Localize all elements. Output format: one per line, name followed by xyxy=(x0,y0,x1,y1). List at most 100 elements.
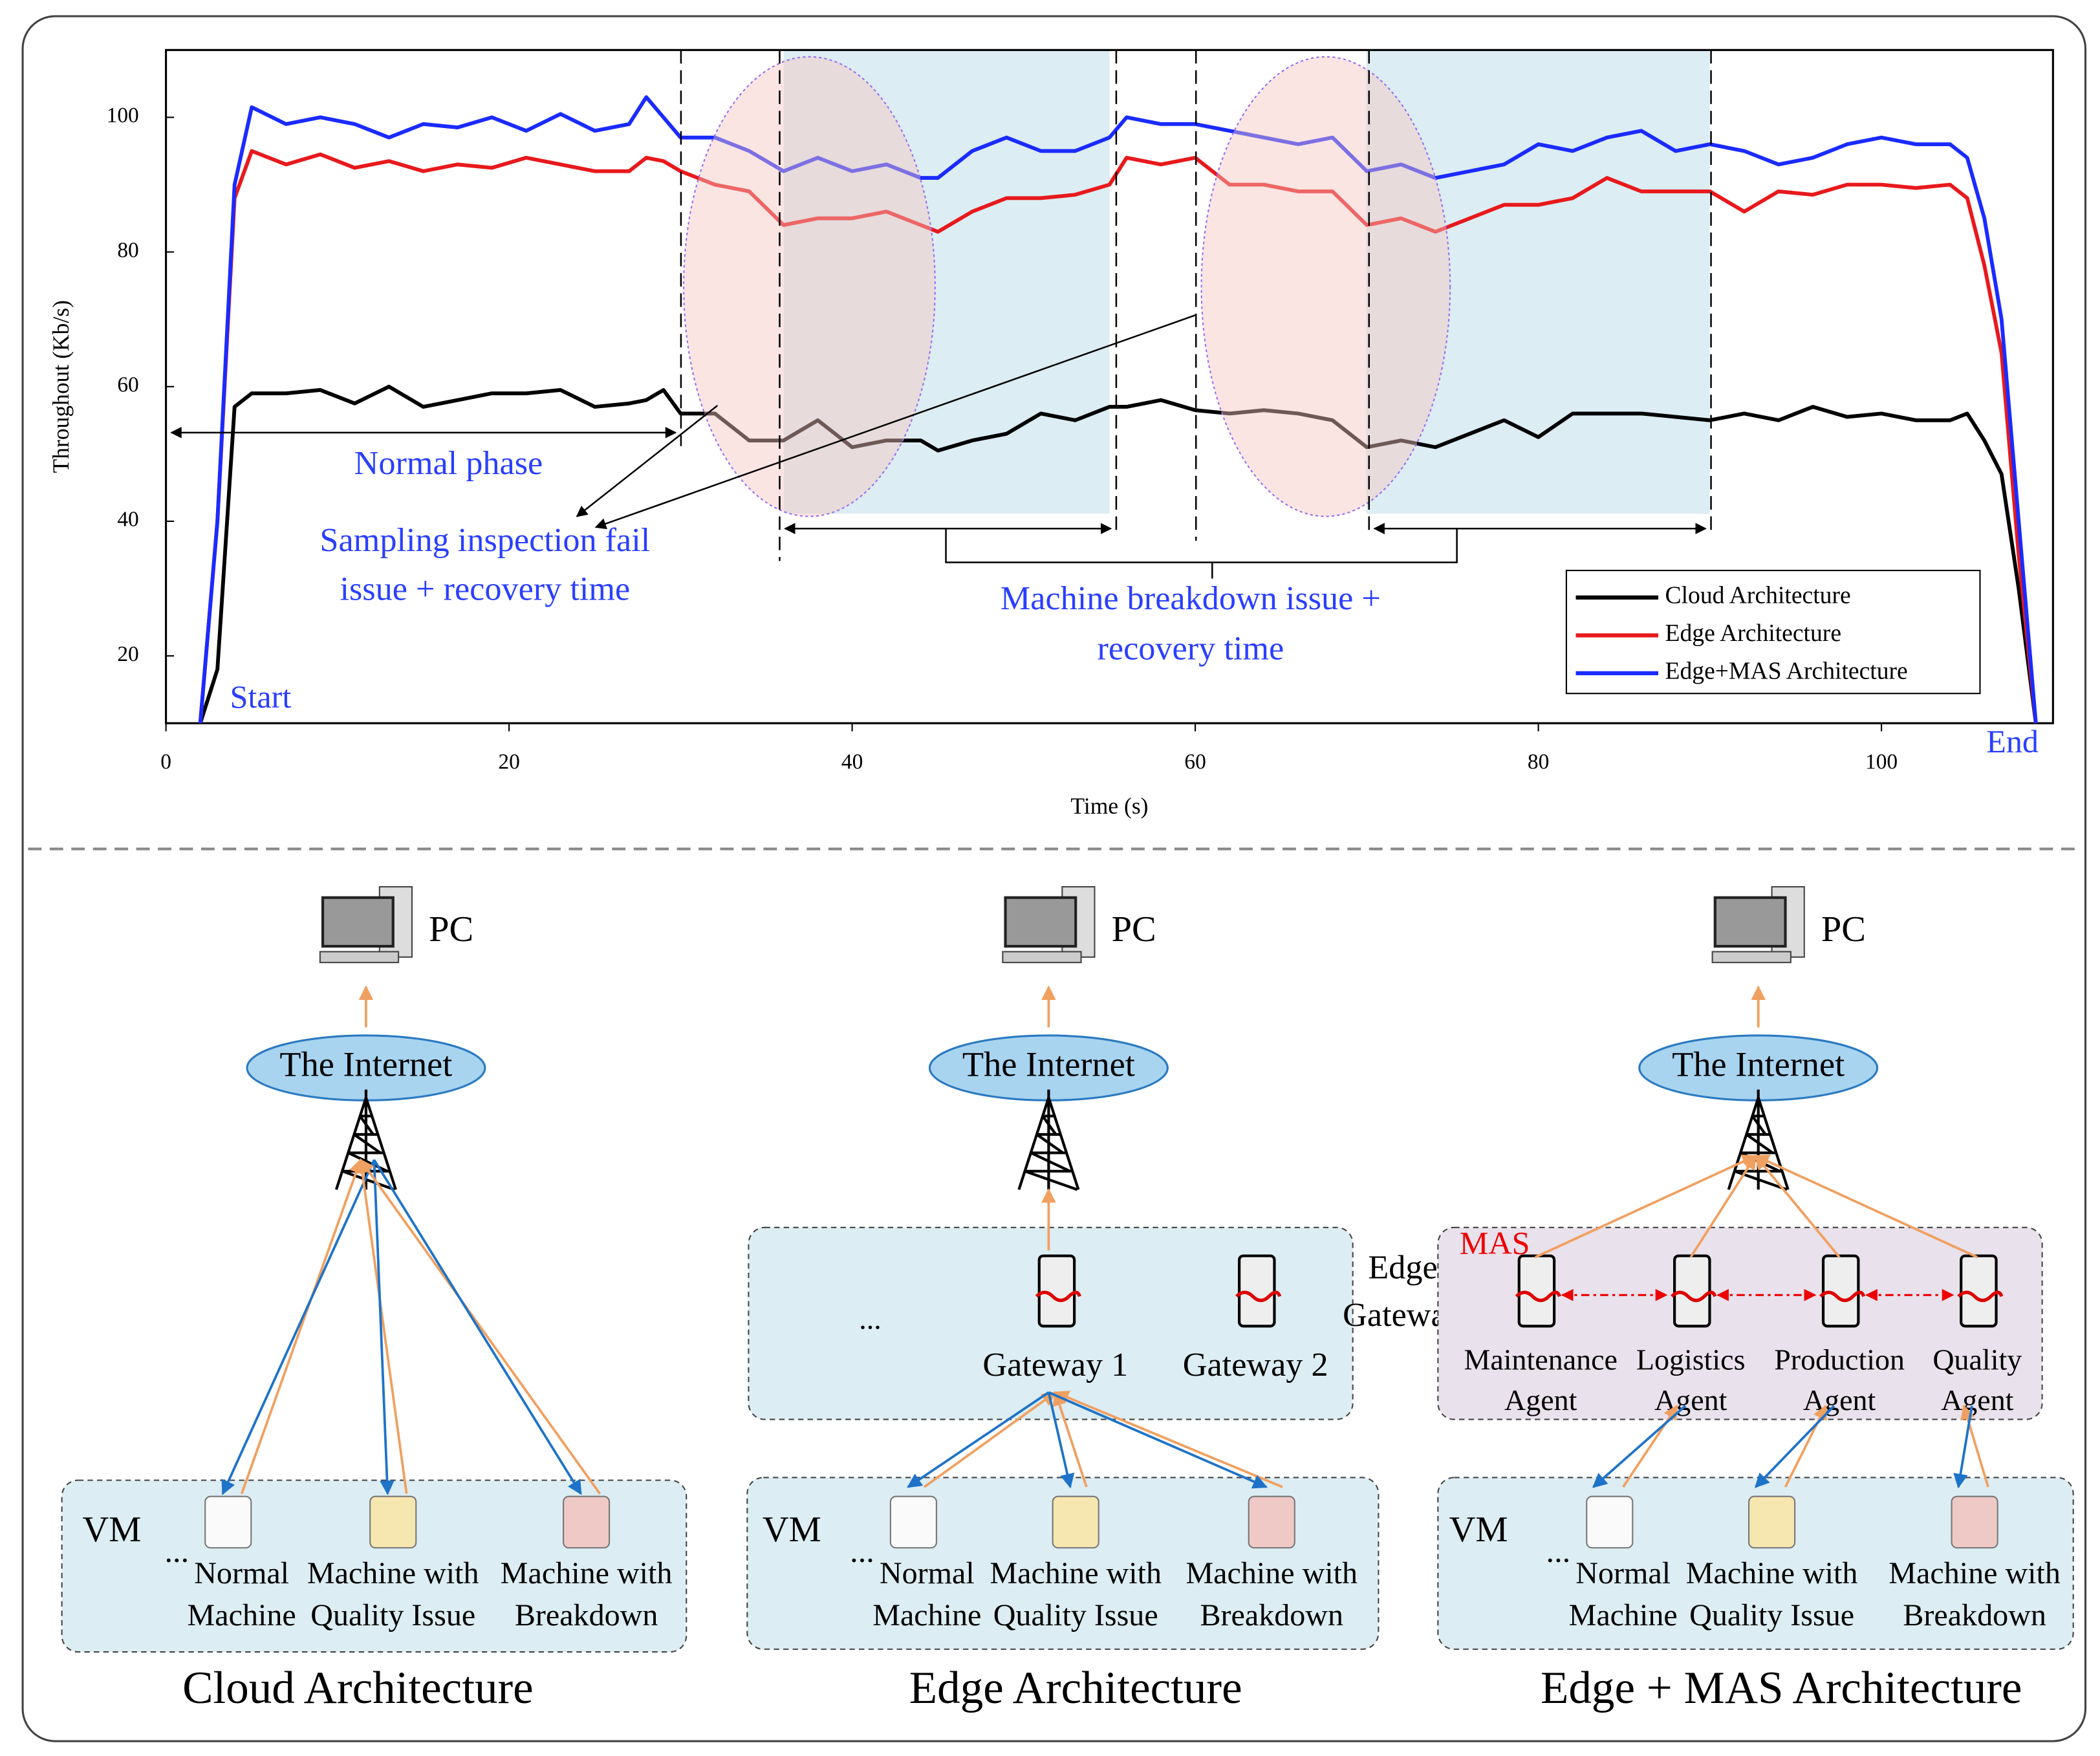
legend-label: Edge Architecture xyxy=(1665,620,1841,647)
tower-brace xyxy=(1751,1114,1767,1136)
y-tick-label: 60 xyxy=(117,373,138,396)
pc-keyboard xyxy=(1711,951,1791,964)
server-wire xyxy=(1957,1290,2004,1303)
pc-keyboard xyxy=(319,951,400,964)
server-wire xyxy=(1671,1290,1717,1303)
x-tick-label: 100 xyxy=(1865,750,1898,774)
annotation: recovery time xyxy=(1098,629,1284,667)
link-arrow xyxy=(373,1159,582,1495)
machine-icon xyxy=(1951,1495,1998,1549)
tower-brace xyxy=(1024,1169,1078,1191)
diagram-label: Machine with xyxy=(1686,1556,1858,1590)
diagram-label: Logistics xyxy=(1636,1343,1746,1376)
diagram-label: VM xyxy=(1449,1510,1508,1550)
link-arrow xyxy=(1048,1391,1268,1489)
pc-icon xyxy=(1002,886,1096,964)
link-arrow xyxy=(1960,1404,1989,1488)
server-icon xyxy=(1035,1254,1081,1328)
tower-brace xyxy=(1746,1133,1773,1154)
diagram-label: Gateway 1 xyxy=(982,1346,1128,1383)
pc-icon xyxy=(1711,886,1805,964)
link-arrow xyxy=(1754,1154,1978,1259)
diagram-label: Quality Issue xyxy=(1689,1598,1854,1632)
phase-lines xyxy=(680,50,1712,561)
machine-icon xyxy=(889,1495,937,1549)
diagram-label: Breakdown xyxy=(515,1598,658,1632)
diagram-label: Edge + MAS Architecture xyxy=(1541,1663,2022,1713)
tower-brace xyxy=(1035,1133,1064,1154)
legend-label: Edge+MAS Architecture xyxy=(1665,657,1907,684)
machine-icon xyxy=(369,1495,417,1549)
diagram-label: Machine xyxy=(188,1598,296,1632)
diagram-label: Machine with xyxy=(307,1556,479,1590)
link-arrow xyxy=(240,1158,363,1495)
diagram-label: Edge xyxy=(1368,1249,1437,1286)
y-tick-label: 20 xyxy=(117,642,138,666)
server-wire xyxy=(1515,1290,1561,1303)
diagram-label: ... xyxy=(859,1303,881,1336)
machine-icon xyxy=(563,1495,611,1549)
diagram-label: Maintenance xyxy=(1464,1343,1617,1376)
link-arrow xyxy=(1592,1405,1687,1488)
diagram-label: Machine xyxy=(872,1598,981,1632)
diagram-label: Machine with xyxy=(501,1556,673,1590)
machine-icon xyxy=(1586,1495,1634,1549)
y-tick-label: 40 xyxy=(117,508,138,532)
pc-icon xyxy=(319,886,413,964)
tower-brace xyxy=(359,1114,374,1136)
diagram-label: Breakdown xyxy=(1903,1598,2046,1632)
link-arrow xyxy=(907,1391,1050,1488)
data-line xyxy=(198,384,2038,724)
data-line xyxy=(198,149,2038,724)
diagram-label: Normal xyxy=(880,1556,975,1590)
chart: 0 20 40 60 80 100 20 40 60 80 100 Time (s) Throughou… xyxy=(48,49,2054,819)
highlight-ellipse xyxy=(1200,56,1451,517)
data-line xyxy=(198,95,2038,724)
y-tick-label: 80 xyxy=(117,238,138,262)
diagram-label: Quality Issue xyxy=(993,1598,1158,1632)
diagram-label: Edge Architecture xyxy=(909,1663,1242,1713)
diagram-label: Breakdown xyxy=(1200,1598,1343,1632)
link-arrow xyxy=(221,1159,376,1495)
diagram-label: MAS xyxy=(1460,1225,1530,1261)
pc-monitor xyxy=(1713,896,1787,948)
server-icon xyxy=(1515,1254,1561,1328)
diagram-label: Cloud Architecture xyxy=(182,1663,534,1713)
pc-keyboard xyxy=(1002,951,1082,964)
group-box xyxy=(1437,1226,2043,1420)
pc-monitor xyxy=(321,896,395,948)
diagram-label: Gateway 2 xyxy=(1183,1346,1328,1383)
diagram-label: Production xyxy=(1774,1343,1905,1376)
tower-brace xyxy=(1041,1114,1057,1136)
link-arrow xyxy=(1784,1404,1827,1488)
server-wire xyxy=(1235,1290,1282,1303)
link-arrow xyxy=(355,1158,408,1494)
diagram-label: Agent xyxy=(1654,1383,1727,1416)
annotation-arrows xyxy=(170,314,1707,579)
diagram-label: Machine with xyxy=(1889,1556,2061,1590)
pc-monitor xyxy=(1004,896,1077,948)
tower-brace xyxy=(1030,1151,1071,1173)
overlay: Normal phase Sampling inspection fail issu… xyxy=(170,50,2039,759)
link-arrow xyxy=(1054,1391,1283,1488)
annotation: End xyxy=(1986,723,2039,759)
machine-icon xyxy=(204,1495,252,1549)
internet-label: The Internet xyxy=(1672,1045,1845,1084)
tower xyxy=(1727,1089,1790,1190)
annotation: Sampling inspection fail xyxy=(319,521,650,559)
diagrams: PC The Internet VM... Normal Machine Machine … xyxy=(61,886,2074,1713)
diagram-label: ... xyxy=(165,1533,189,1569)
annotation: Normal phase xyxy=(354,444,543,482)
server-icon xyxy=(1671,1254,1717,1328)
diagram-label: VM xyxy=(83,1510,142,1550)
diagram-label: Quality Issue xyxy=(310,1598,475,1632)
server-icon xyxy=(1819,1254,1866,1328)
link-arrow xyxy=(1047,1392,1075,1489)
annotation: issue + recovery time xyxy=(340,570,630,607)
internet-label: The Internet xyxy=(279,1045,452,1084)
y-tick-label: 100 xyxy=(107,103,139,127)
diagram-label: PC xyxy=(1821,909,1866,949)
diagram-label: VM xyxy=(763,1510,821,1550)
